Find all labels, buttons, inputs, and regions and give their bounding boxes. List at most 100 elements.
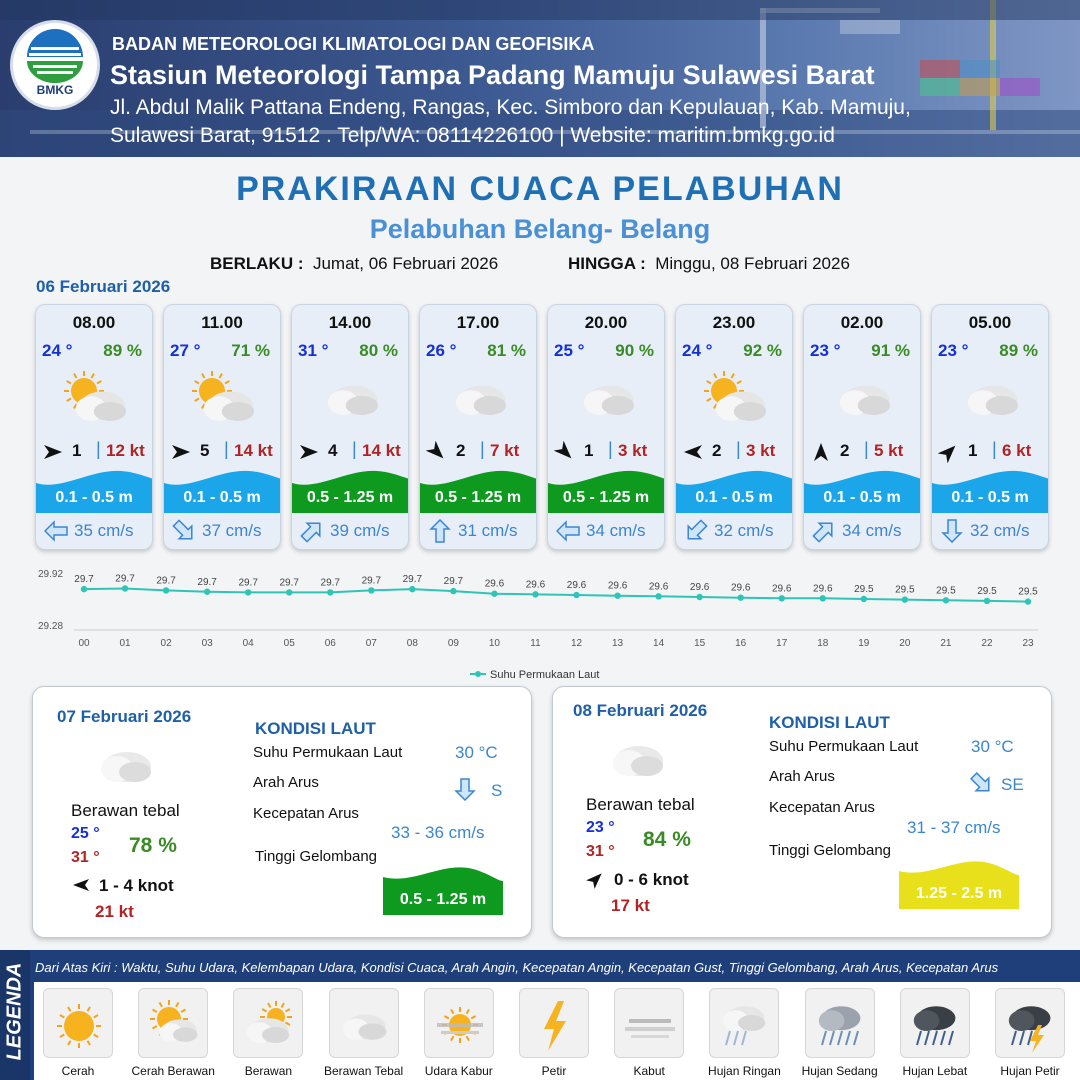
separator: | (608, 439, 613, 459)
current-direction-icon (687, 519, 708, 540)
forecast-time: 05.00 (968, 313, 1012, 332)
sst-data-label: 29.5 (936, 585, 956, 596)
x-tick-label: 16 (735, 638, 747, 649)
sst-data-label: 29.7 (362, 575, 382, 586)
address-line-1: Jl. Abdul Malik Pattana Endeng, Rangas, … (110, 96, 911, 119)
x-tick-label: 23 (1022, 638, 1034, 649)
sst-data-label: 29.6 (772, 583, 792, 594)
daily-humidity: 84 % (643, 828, 691, 851)
wave-height-graphic (804, 470, 920, 513)
sst-point (450, 587, 457, 595)
wave-height: 0.5 - 1.25 m (306, 489, 394, 506)
current-direction-icon (300, 522, 321, 543)
wind-direction-icon (814, 443, 828, 461)
sst-data-label: 29.6 (649, 581, 669, 592)
wave-height-graphic (420, 470, 536, 513)
legend-side-label: LEGENDA (0, 950, 30, 1080)
gust-speed: 3 kt (746, 441, 776, 460)
current-direction-icon (44, 520, 68, 542)
legend-item-label: Hujan Petir (1000, 1064, 1060, 1078)
sst-point (162, 587, 170, 594)
legend-item (995, 988, 1065, 1058)
wave-height: 0.1 - 0.5 m (183, 489, 261, 506)
wave-height-graphic (383, 867, 503, 915)
x-tick-label: 00 (78, 638, 90, 649)
sun-cloud-icon (64, 371, 127, 421)
sst-point (573, 591, 580, 599)
daily-temp-min: 25 ° (71, 825, 100, 842)
wave-height-graphic (548, 470, 664, 513)
daily-gust: 21 kt (95, 902, 134, 921)
wind-speed: 1 (968, 441, 978, 460)
header-banner: BMKG BADAN METEOROLOGI KLIMATOLOGI DAN G… (0, 0, 1080, 157)
sst-data-label: 29.7 (403, 574, 423, 585)
forecast-card: 02.00 23 ° 91 % 2 | 5 kt 0.1 - 0.5 m 34 … (803, 304, 921, 550)
legend-item (519, 988, 589, 1058)
sst-data-label: 29.6 (485, 579, 505, 590)
wind-speed: 5 (200, 441, 210, 460)
y-axis-min-label: 29.28 (38, 621, 63, 632)
cloud-icon (613, 746, 663, 776)
current-speed-value: 31 - 37 cm/s (907, 818, 1001, 837)
sst-point (901, 596, 909, 603)
wind-direction-icon (172, 445, 190, 459)
wind-arrow-icon (586, 873, 602, 889)
wind-speed: 1 (72, 441, 82, 460)
humidity: 92 % (743, 341, 782, 360)
cloud-icon (839, 385, 891, 415)
current-direction-value: S (491, 781, 503, 800)
moderate-rain-icon (818, 1006, 860, 1046)
daily-panel-1: 07 Februari 2026 KONDISI LAUT Berawan te… (32, 686, 532, 938)
sst-series-line (83, 587, 1029, 603)
sst-data-label: 29.7 (197, 577, 217, 588)
current-direction-icon (812, 522, 833, 543)
sst-point (286, 589, 293, 596)
separator: | (480, 439, 485, 459)
forecast-time: 14.00 (328, 313, 372, 332)
x-tick-label: 21 (940, 638, 952, 649)
sst-data-label: 29.6 (567, 580, 587, 591)
valid-to-value: Minggu, 08 Februari 2026 (655, 254, 850, 273)
valid-to-label: HINGGA : (568, 254, 646, 273)
wave-height: 0.1 - 0.5 m (951, 489, 1029, 506)
sun-cloud-icon (150, 1000, 198, 1042)
wind-speed: 1 (584, 441, 594, 460)
cloud-icon (327, 385, 379, 415)
sst-point (532, 591, 539, 598)
daily-gust: 17 kt (611, 896, 650, 915)
wind-speed: 4 (328, 441, 338, 460)
legend-item-label: Cerah (61, 1064, 95, 1078)
port-illustration (0, 0, 1080, 157)
valid-from-label: BERLAKU : (210, 254, 304, 273)
separator: | (992, 439, 997, 459)
humidity: 80 % (359, 341, 398, 360)
daily-panel-2: 08 Februari 2026 KONDISI LAUT Berawan te… (552, 686, 1052, 938)
x-tick-label: 05 (284, 638, 296, 649)
legend-item-label: Berawan Tebal (324, 1064, 404, 1078)
sst-point (203, 588, 211, 595)
sst-data-label: 29.7 (321, 577, 341, 588)
current-direction-icon (429, 519, 451, 543)
valid-to: HINGGA : Minggu, 08 Februari 2026 (568, 254, 850, 274)
x-tick-label: 11 (530, 638, 541, 649)
sst-data-label: 29.5 (1018, 587, 1038, 598)
sst-point (409, 585, 416, 593)
wave-height: 0.5 - 1.25 m (562, 489, 650, 506)
separator: | (864, 439, 869, 459)
x-tick-label: 02 (161, 638, 173, 649)
wave-height: 0.5 - 1.25 m (434, 489, 522, 506)
wave-height: 0.1 - 0.5 m (823, 489, 901, 506)
legend-item (328, 988, 399, 1058)
x-tick-label: 14 (653, 638, 665, 649)
humidity: 90 % (615, 341, 654, 360)
sst-point (491, 590, 498, 597)
day1-date: 06 Februari 2026 (36, 277, 171, 296)
sst-point (696, 593, 703, 601)
wind-direction-icon (554, 441, 572, 459)
x-tick-label: 18 (817, 638, 829, 649)
legend-item-label: Hujan Ringan (708, 1064, 781, 1078)
wave-height-graphic (292, 470, 408, 513)
port-name: Pelabuhan Belang- Belang (369, 214, 711, 244)
sst-data-label: 29.7 (74, 574, 94, 585)
x-tick-label: 17 (776, 638, 788, 649)
